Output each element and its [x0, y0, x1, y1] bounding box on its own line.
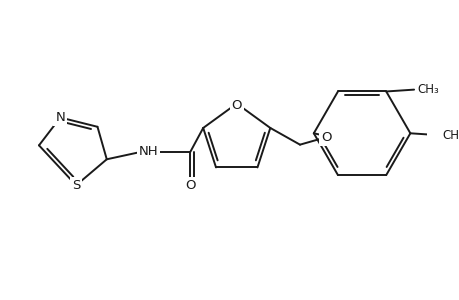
Text: CH₃: CH₃	[441, 129, 459, 142]
Text: O: O	[320, 131, 330, 144]
Text: CH₃: CH₃	[417, 83, 439, 96]
Text: NH: NH	[139, 146, 158, 158]
Text: S: S	[72, 179, 80, 192]
Text: O: O	[231, 99, 241, 112]
Text: O: O	[185, 179, 195, 192]
Text: N: N	[56, 111, 65, 124]
